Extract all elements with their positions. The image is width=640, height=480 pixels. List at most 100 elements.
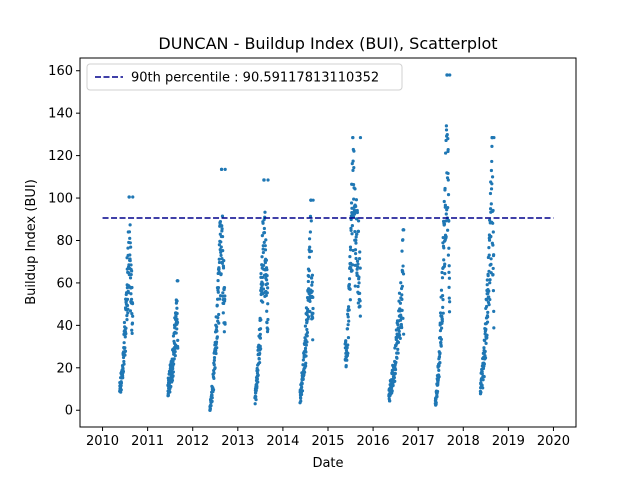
data-point [127,230,132,234]
data-point [443,272,447,276]
data-point [448,300,452,304]
data-point [122,341,126,345]
data-point [346,335,351,340]
data-point [307,255,311,259]
x-tick-label: 2015 [311,434,344,449]
data-point [485,320,490,324]
season-2011 [166,279,180,398]
data-point [307,269,311,273]
data-point [263,248,268,252]
data-point [129,292,133,296]
data-point [486,274,490,278]
data-point [301,358,305,362]
data-point [352,165,356,170]
data-point [355,232,359,236]
data-point [125,314,129,318]
data-point [215,335,219,339]
data-point [481,378,485,382]
data-point [216,290,220,294]
y-tick-label: 0 [65,404,73,419]
x-tick-label: 2020 [537,434,570,449]
data-point [435,394,439,399]
data-point [265,268,269,272]
data-point [441,311,445,315]
data-point [346,351,350,355]
data-point [254,398,258,402]
data-point [208,406,212,411]
data-point [353,284,357,288]
data-point [128,236,132,240]
data-point [491,208,495,213]
data-point [491,243,495,247]
data-point [258,327,263,331]
data-point [210,396,214,400]
data-point [401,269,405,274]
data-point [358,291,362,295]
data-point [175,327,179,331]
data-point [358,304,362,309]
data-point [255,384,259,388]
data-point [437,368,441,372]
data-point [358,135,363,140]
data-point [261,300,265,304]
data-point [400,325,404,330]
data-point [223,294,227,298]
data-point [393,346,397,350]
data-point [261,287,266,291]
data-point [346,315,350,319]
data-point [481,366,486,371]
data-point [170,378,175,383]
data-point [357,281,361,285]
data-point [308,299,312,303]
data-point [444,235,448,239]
data-point [305,330,310,335]
data-point [216,278,220,283]
data-point [223,297,227,301]
data-point [485,283,489,287]
data-point [442,222,447,226]
data-point [125,318,129,322]
data-point [125,303,130,308]
data-point [400,297,404,301]
data-point [356,229,361,233]
data-point [266,327,270,331]
data-point [266,286,270,290]
data-point [210,399,214,403]
data-point [265,309,269,313]
axes: 2010 2011 2012 2013 2014 2015 2016 2017 2018 2019… [48,64,570,449]
data-point [440,276,445,280]
data-point [349,228,353,233]
data-point [491,289,496,293]
data-point [355,259,360,263]
data-point [489,202,493,206]
data-point [491,272,495,277]
data-point [223,322,227,326]
data-point [394,360,398,364]
data-point [305,327,309,332]
data-point [309,219,313,223]
data-point [439,326,444,330]
data-point [480,372,484,376]
data-point [300,385,304,389]
data-point [348,287,352,291]
data-point [447,270,451,274]
data-point [215,303,219,307]
y-tick-label: 100 [48,192,73,207]
data-point [353,212,357,216]
data-point [401,264,405,268]
data-point [123,346,127,350]
season-2010 [118,195,135,394]
data-point [487,303,491,307]
data-point [350,162,354,166]
data-point [308,245,312,249]
data-point [437,375,441,379]
data-point [305,340,309,344]
data-point [482,346,486,350]
data-point [175,320,180,325]
data-point [175,311,179,316]
data-point [447,219,451,223]
data-point [255,377,259,381]
data-point [400,308,404,312]
data-point [261,250,265,255]
data-point [345,327,350,331]
